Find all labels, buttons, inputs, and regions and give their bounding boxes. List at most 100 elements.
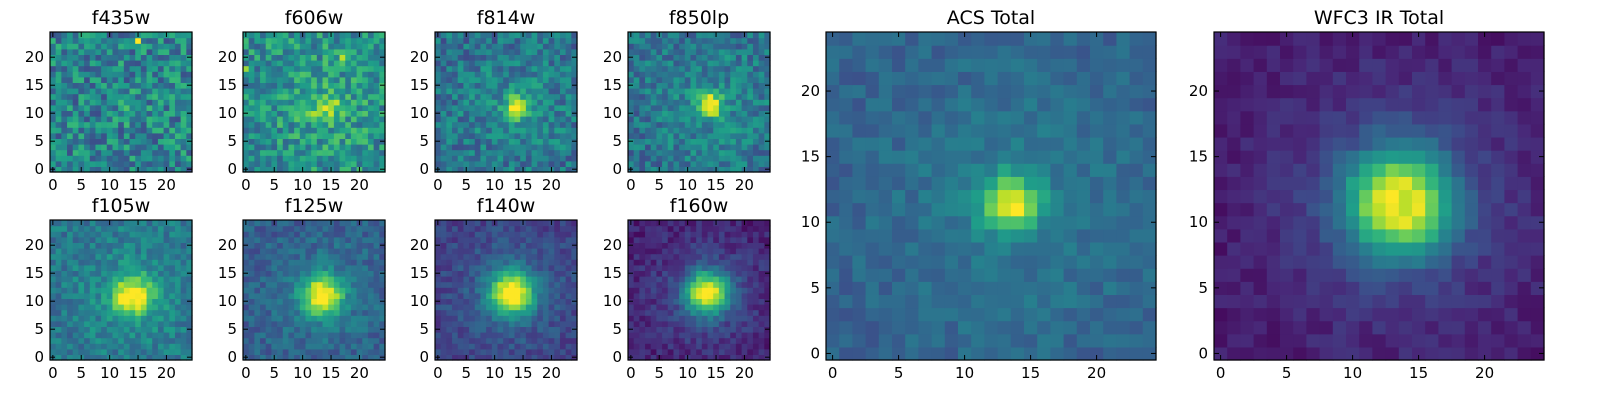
heatmap-cell: [628, 65, 635, 72]
heatmap-cell: [288, 309, 295, 316]
heatmap-cell: [356, 149, 363, 156]
heatmap-cell: [362, 332, 369, 339]
heatmap-cell: [254, 242, 261, 249]
heatmap-cell: [764, 292, 771, 299]
heatmap-cell: [248, 149, 255, 156]
heatmap-cell: [299, 71, 307, 78]
heatmap-cell: [730, 276, 737, 283]
heatmap-cell: [559, 225, 567, 232]
heatmap-cell: [95, 281, 102, 288]
heatmap-cell: [735, 166, 743, 173]
heatmap-cell: [140, 343, 148, 350]
heatmap-cell: [491, 320, 499, 327]
heatmap-cell: [362, 116, 369, 123]
heatmap-cell: [163, 76, 170, 83]
heatmap-cell: [345, 231, 352, 238]
heatmap-cell: [140, 60, 148, 67]
heatmap-cell: [645, 60, 652, 67]
heatmap-cell: [752, 348, 760, 355]
heatmap-cell: [457, 264, 464, 271]
heatmap-cell: [169, 48, 176, 55]
heatmap-cell: [713, 104, 720, 111]
heatmap-cell: [84, 287, 91, 294]
heatmap-cell: [123, 315, 131, 322]
heatmap-cell: [316, 343, 324, 350]
heatmap-cell: [730, 43, 737, 50]
heatmap-cell: [747, 155, 754, 162]
heatmap-cell: [537, 65, 544, 72]
heatmap-cell: [316, 281, 324, 288]
heatmap-cell: [718, 348, 726, 355]
heatmap-cell: [157, 60, 165, 67]
heatmap-cell: [559, 116, 567, 123]
heatmap-cell: [667, 88, 675, 95]
heatmap-cell: [152, 93, 159, 100]
heatmap-cell: [299, 348, 307, 355]
heatmap-cell: [152, 138, 159, 145]
heatmap-cell: [339, 71, 346, 78]
heatmap-cell: [322, 138, 329, 145]
heatmap-cell: [106, 116, 114, 123]
heatmap-cell: [520, 127, 527, 134]
heatmap-cell: [55, 298, 62, 305]
heatmap-cell: [645, 287, 652, 294]
heatmap-cell: [169, 110, 176, 117]
heatmap-cell: [367, 60, 375, 67]
heatmap-cell: [345, 287, 352, 294]
heatmap-cell: [508, 348, 516, 355]
heatmap-cell: [316, 320, 324, 327]
heatmap-cell: [747, 71, 754, 78]
heatmap-cell: [537, 231, 544, 238]
heatmap-cell: [152, 220, 159, 227]
heatmap-cell: [379, 65, 386, 72]
heatmap-cell: [277, 155, 284, 162]
heatmap-cell: [101, 65, 108, 72]
heatmap-cell: [503, 54, 510, 61]
heatmap-cell: [525, 116, 533, 123]
heatmap-cell: [679, 332, 686, 339]
heatmap-cell: [271, 276, 278, 283]
heatmap-cell: [724, 32, 731, 39]
heatmap-cell: [701, 166, 709, 173]
heatmap-cell: [497, 110, 504, 117]
heatmap-cell: [440, 121, 447, 128]
heatmap-cell: [157, 88, 165, 95]
heatmap-cell: [61, 231, 68, 238]
heatmap-cell: [67, 166, 74, 173]
heatmap-cell: [713, 337, 720, 344]
heatmap-cell: [701, 32, 709, 39]
heatmap-cell: [650, 348, 657, 355]
heatmap-cell: [299, 337, 307, 344]
heatmap-cell: [271, 88, 278, 95]
heatmap-cell: [474, 220, 482, 227]
heatmap-cell: [123, 37, 131, 44]
heatmap-cell: [146, 127, 153, 134]
heatmap-cell: [311, 253, 318, 260]
heatmap-cell: [260, 332, 267, 339]
heatmap-cell: [379, 281, 386, 288]
heatmap-cell: [486, 320, 493, 327]
heatmap-cell: [508, 259, 516, 266]
heatmap-cell: [260, 60, 267, 67]
heatmap-cell: [497, 337, 504, 344]
heatmap-cell: [135, 326, 142, 333]
heatmap-cell: [531, 149, 538, 156]
heatmap-cell: [294, 65, 301, 72]
heatmap-cell: [254, 287, 261, 294]
heatmap-cell: [633, 104, 640, 111]
heatmap-cell: [747, 60, 754, 67]
heatmap-cell: [277, 326, 284, 333]
heatmap-cell: [84, 82, 91, 89]
heatmap-cell: [350, 259, 358, 266]
heatmap-cell: [169, 71, 176, 78]
heatmap-cell: [747, 32, 754, 39]
heatmap-cell: [322, 166, 329, 173]
heatmap-cell: [446, 253, 453, 260]
heatmap-cell: [650, 160, 657, 167]
heatmap-cell: [679, 71, 686, 78]
heatmap-cell: [67, 54, 74, 61]
heatmap-cell: [140, 99, 148, 106]
heatmap-cell: [718, 337, 726, 344]
heatmap-cell: [129, 144, 136, 151]
heatmap-cell: [135, 337, 142, 344]
